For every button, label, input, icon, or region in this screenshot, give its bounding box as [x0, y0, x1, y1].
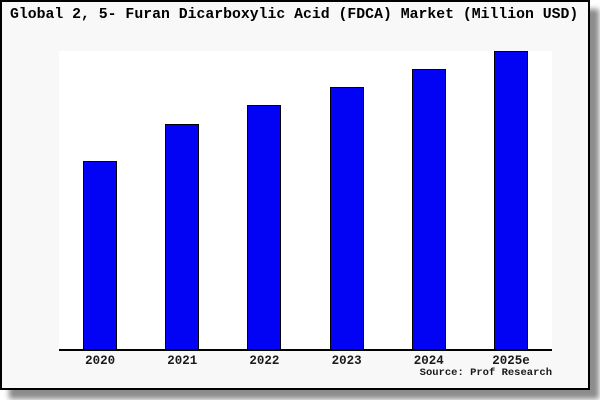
source-label: Source: Prof Research [419, 367, 552, 379]
bars-layer [59, 51, 552, 349]
bar-2023 [329, 87, 364, 349]
x-axis-label-2025e: 2025e [492, 354, 530, 368]
x-axis-label-2022: 2022 [249, 354, 280, 368]
bar-2021 [165, 124, 200, 349]
bar-2024 [411, 69, 446, 349]
x-axis-label-2023: 2023 [331, 354, 362, 368]
x-axis-labels: 2020 2021 2022 2023 2024 2025e [59, 354, 552, 368]
bar-2025e [493, 51, 528, 349]
x-axis-label-2021: 2021 [167, 354, 198, 368]
plot-area [59, 51, 552, 351]
chart-title: Global 2, 5- Furan Dicarboxylic Acid (FD… [10, 7, 579, 23]
chart-panel: Global 2, 5- Furan Dicarboxylic Acid (FD… [0, 0, 590, 390]
bar-2022 [247, 105, 282, 349]
x-axis-label-2024: 2024 [413, 354, 444, 368]
bar-2020 [83, 161, 118, 349]
x-axis-label-2020: 2020 [85, 354, 116, 368]
